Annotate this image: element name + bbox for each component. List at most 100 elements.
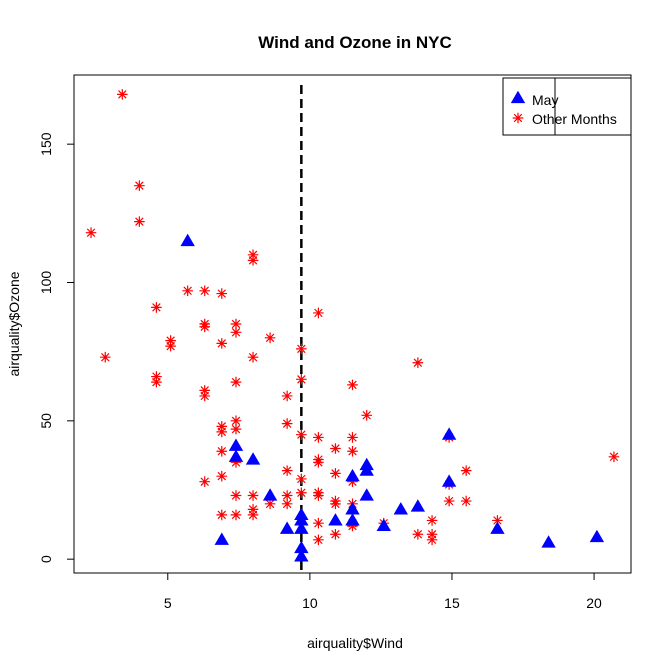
data-point-other-months xyxy=(492,515,503,526)
data-point-other-months xyxy=(199,385,211,396)
data-point-may xyxy=(262,488,278,501)
data-point-may xyxy=(180,233,195,247)
data-point-may xyxy=(410,499,426,512)
data-point-other-months xyxy=(296,473,307,485)
data-points xyxy=(85,89,620,562)
data-point-other-months xyxy=(296,343,307,355)
data-point-other-months xyxy=(460,465,472,476)
data-point-may xyxy=(441,427,457,440)
y-tick-label: 100 xyxy=(38,271,54,295)
data-point-other-months xyxy=(230,376,242,388)
y-tick-label: 50 xyxy=(38,413,54,429)
legend-label-may: May xyxy=(532,92,558,108)
data-point-other-months xyxy=(443,495,455,507)
data-point-other-months xyxy=(330,468,341,479)
y-axis-label: airquality$Ozone xyxy=(6,271,22,376)
data-point-other-months xyxy=(247,351,259,363)
data-point-other-months xyxy=(313,517,324,529)
data-point-other-months xyxy=(313,490,324,501)
data-point-other-months xyxy=(296,429,307,440)
x-tick-label: 5 xyxy=(164,595,172,611)
data-point-other-months xyxy=(460,495,472,507)
data-point-other-months xyxy=(230,490,242,501)
data-point-other-months xyxy=(296,374,307,385)
data-point-other-months xyxy=(313,457,324,468)
data-point-other-months xyxy=(247,504,259,515)
data-point-other-months xyxy=(151,302,162,313)
x-tick-label: 20 xyxy=(586,595,602,611)
data-point-other-months xyxy=(264,498,276,510)
legend-marker-other-months xyxy=(512,112,524,124)
y-axis: 0 50 100 150 xyxy=(38,132,75,563)
data-point-may xyxy=(359,463,374,476)
data-point-other-months xyxy=(361,410,373,421)
data-point-other-months xyxy=(151,371,162,382)
x-tick-label: 10 xyxy=(302,595,318,611)
data-point-other-months xyxy=(347,520,358,532)
legend-symbol-asterisk xyxy=(512,112,524,124)
data-point-other-months xyxy=(165,335,176,346)
data-point-may xyxy=(441,474,457,487)
data-point-other-months xyxy=(117,89,128,100)
data-point-other-months xyxy=(230,457,242,468)
data-point-may xyxy=(294,549,309,562)
data-point-may xyxy=(376,518,391,532)
data-point-other-months xyxy=(230,318,242,330)
data-point-may xyxy=(490,521,505,534)
data-point-other-months xyxy=(230,327,242,338)
data-point-other-months xyxy=(216,288,228,299)
data-point-other-months xyxy=(426,515,438,526)
data-point-may xyxy=(345,468,360,482)
x-axis-label: airquality$Wind xyxy=(307,635,403,651)
data-point-other-months xyxy=(412,357,424,369)
legend-label-other-months: Other Months xyxy=(532,111,617,127)
data-point-other-months xyxy=(264,332,276,344)
data-point-other-months xyxy=(281,390,293,402)
data-point-other-months xyxy=(313,534,324,546)
data-point-other-months xyxy=(182,285,193,297)
data-point-other-months xyxy=(247,509,259,521)
x-tick-label: 15 xyxy=(444,595,460,611)
data-point-other-months xyxy=(216,421,228,432)
data-point-other-months xyxy=(608,451,620,463)
data-point-other-months xyxy=(296,487,307,499)
data-point-other-months xyxy=(281,490,293,501)
data-point-may xyxy=(359,488,374,501)
data-point-other-months xyxy=(199,476,211,487)
data-point-other-months xyxy=(247,249,259,261)
data-point-other-months xyxy=(347,432,358,443)
data-point-may xyxy=(328,513,343,526)
data-point-other-months xyxy=(426,528,438,540)
data-point-may xyxy=(589,529,605,543)
data-point-may xyxy=(279,521,295,534)
data-point-other-months xyxy=(313,432,324,443)
data-point-may xyxy=(393,502,409,515)
data-point-may xyxy=(245,452,261,465)
data-point-other-months xyxy=(216,426,228,438)
data-point-other-months xyxy=(216,338,228,349)
data-point-other-months xyxy=(247,490,259,501)
data-point-other-months xyxy=(199,390,211,402)
data-point-other-months xyxy=(230,415,242,427)
y-tick-label: 0 xyxy=(38,555,54,563)
data-point-other-months xyxy=(330,443,341,454)
data-point-may xyxy=(345,513,360,526)
data-point-other-months xyxy=(426,534,438,546)
legend-symbol-triangle xyxy=(510,90,526,104)
legend-box xyxy=(502,77,632,136)
data-point-other-months xyxy=(230,423,242,435)
data-point-other-months xyxy=(151,376,162,388)
data-point-other-months xyxy=(230,509,242,521)
data-point-other-months xyxy=(199,285,211,297)
data-point-other-months xyxy=(347,476,358,487)
data-point-may xyxy=(214,532,229,545)
data-point-may xyxy=(541,535,556,548)
data-point-other-months xyxy=(281,498,293,510)
data-point-other-months xyxy=(412,528,424,540)
data-point-other-months xyxy=(247,255,259,266)
y-tick-label: 150 xyxy=(38,132,54,156)
data-point-other-months xyxy=(330,498,341,510)
data-point-other-months xyxy=(347,379,358,391)
data-point-may xyxy=(228,449,244,462)
